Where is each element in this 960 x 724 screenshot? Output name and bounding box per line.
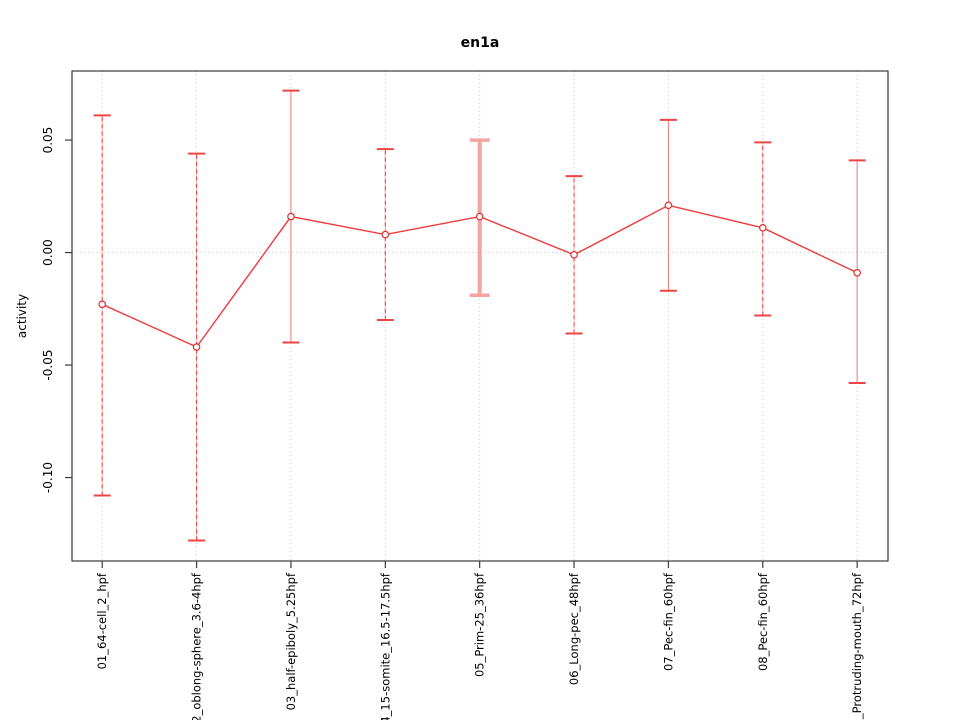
y-tick-label: -0.10: [41, 462, 55, 493]
data-point-marker: [287, 212, 295, 221]
data-point-marker: [192, 343, 201, 351]
x-category-label: 09_Protruding-mouth_72hpf: [850, 572, 864, 720]
x-category-label: 01_64-cell_2_hpf: [95, 572, 109, 669]
x-category-label: 08_Pec-fin_60hpf: [756, 572, 770, 671]
x-category-label: 05_Prim-25_36hpf: [473, 572, 487, 677]
y-tick-label: 0.05: [41, 127, 55, 154]
x-category-label: 02_oblong-sphere_3.6-4hpf: [190, 572, 204, 720]
x-category-label: 03_half-epiboly_5.25hpf: [284, 572, 298, 710]
y-axis-title: activity: [15, 293, 29, 339]
data-point-marker: [570, 251, 578, 259]
data-point-marker: [853, 269, 861, 277]
data-point-marker: [664, 201, 673, 210]
data-point-marker: [381, 230, 390, 239]
x-category-label: 04_15-somite_16.5-17.5hpf: [378, 572, 392, 720]
chart-title: en1a: [460, 35, 500, 51]
data-point-marker: [758, 224, 767, 232]
data-point-marker: [475, 212, 484, 221]
x-category-label: 06_Long-pec_48hpf: [567, 572, 581, 685]
y-tick-label: -0.05: [41, 350, 55, 381]
data-point-marker: [98, 300, 107, 309]
y-tick-label: 0.00: [41, 239, 55, 266]
x-category-label: 07_Pec-fin_60hpf: [661, 572, 675, 671]
